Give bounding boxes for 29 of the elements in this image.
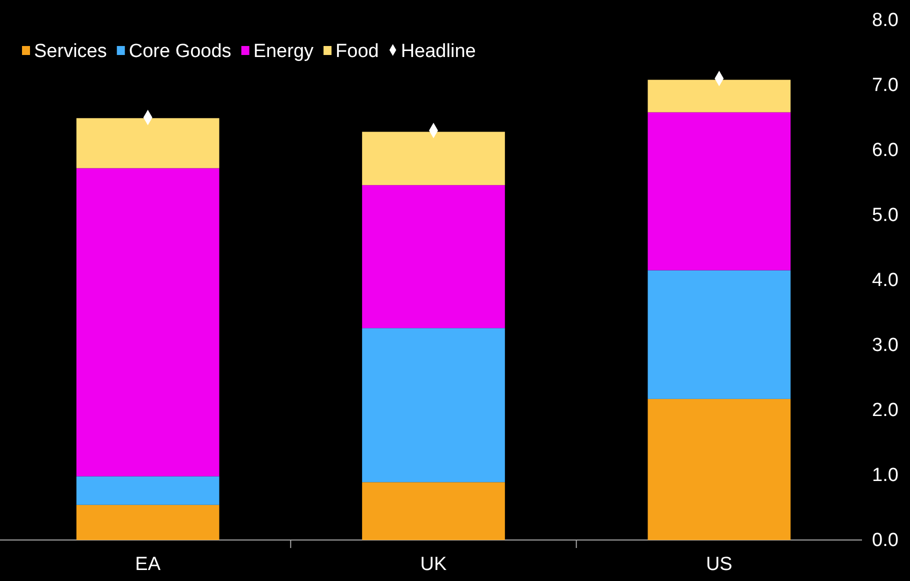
legend-label: Food [336, 41, 379, 62]
bar [362, 482, 505, 540]
bar [362, 328, 505, 482]
y-tick-label: 2.0 [872, 400, 898, 422]
y-tick-label: 1.0 [872, 465, 898, 486]
legend-label: Core Goods [128, 41, 232, 62]
bar [76, 504, 220, 540]
bar [76, 118, 220, 168]
legend-label: Headline [400, 41, 476, 62]
y-tick-label: 0.0 [872, 530, 898, 552]
y-tick-label: 3.0 [872, 335, 898, 356]
bar [648, 270, 791, 399]
y-tick-label: 7.0 [872, 75, 898, 96]
legend-label: Services [34, 41, 107, 62]
bar [648, 398, 791, 540]
bar [362, 132, 505, 186]
x-tick-label: EA [135, 554, 161, 575]
bar [76, 476, 220, 505]
x-tick-label: UK [420, 554, 448, 575]
y-tick-label: 6.0 [872, 140, 898, 162]
y-tick-label: 5.0 [872, 205, 898, 226]
x-tick-label: US [706, 554, 732, 575]
y-tick-label: 8.0 [872, 10, 898, 32]
y-tick-label: 4.0 [872, 270, 898, 292]
legend-label: Energy [253, 41, 314, 62]
bar [76, 168, 220, 476]
bar [362, 185, 505, 328]
bar [648, 80, 791, 112]
bar [648, 112, 791, 270]
